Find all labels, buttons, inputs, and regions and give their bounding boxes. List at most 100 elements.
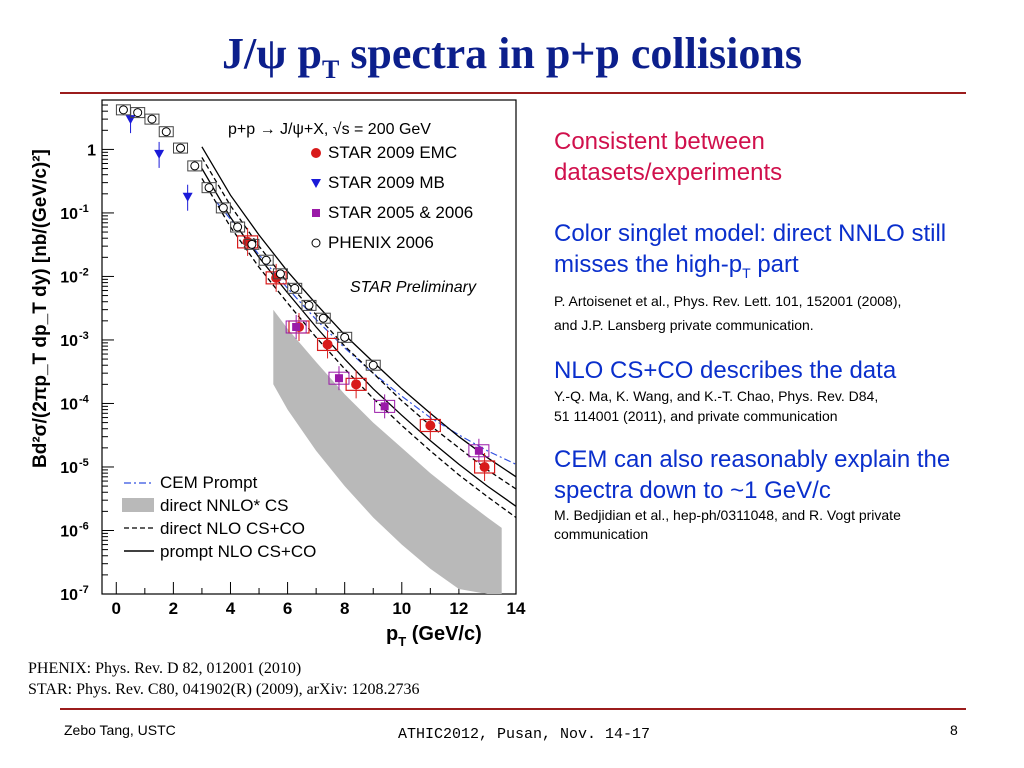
star-mb-point — [154, 149, 165, 159]
phenix-point — [233, 222, 243, 232]
x-tick-label: 2 — [169, 599, 178, 618]
x-tick-label: 14 — [507, 599, 526, 618]
legend-entry: PHENIX 2006 — [328, 233, 434, 252]
phenix-syst-box — [215, 202, 231, 214]
star-emc-point — [322, 339, 333, 350]
star-0506-syst-box — [468, 444, 490, 458]
phenix-point — [133, 108, 143, 118]
legend-direct-nlo: direct NLO CS+CO — [160, 519, 305, 538]
y-tick-exponent: -5 — [79, 457, 89, 469]
slide-title: J/ψ pT spectra in p+p collisions — [222, 29, 802, 84]
y-tick-label: 10 — [60, 269, 78, 286]
phenix-point — [368, 360, 378, 370]
note-consistent: Consistent between datasets/experiments — [554, 128, 783, 186]
phenix-syst-box — [201, 182, 217, 194]
phenix-point — [161, 127, 171, 137]
y-tick-exponent: -3 — [79, 330, 89, 342]
legend-prompt-nlo: prompt NLO CS+CO — [160, 542, 316, 561]
y-tick-exponent: -6 — [79, 520, 89, 532]
phenix-syst-box — [272, 268, 288, 280]
legend-marker-star-emc — [311, 148, 321, 158]
note-color-singlet-ref: P. Artoisenet et al., Phys. Rev. Lett. 1… — [554, 292, 902, 333]
y-tick-label: 1 — [87, 142, 96, 159]
phenix-syst-box — [244, 238, 260, 250]
star-emc-point — [425, 420, 436, 431]
x-tick-label: 0 — [112, 599, 121, 618]
x-tick-label: 12 — [449, 599, 468, 618]
star-0506-point — [380, 402, 389, 411]
jpsi-spectra-chart: 0 2 4 6 8 10 12 14110-110-210-310-410-510-610-7… — [30, 99, 526, 649]
y-axis-label: Bd²σ/(2πp_T dp_T dy) [nb/(GeV/c)²] — [30, 149, 51, 468]
x-tick-label: 6 — [283, 599, 292, 618]
phenix-syst-box — [130, 107, 146, 119]
legend-swatch-nnlo — [122, 498, 154, 512]
process-label: p+p → J/ψ+X, √s = 200 GeV — [228, 121, 431, 138]
phenix-point — [218, 203, 228, 213]
phenix-point — [340, 332, 350, 342]
data-references: PHENIX: Phys. Rev. D 82, 012001 (2010) S… — [28, 658, 419, 700]
star-emc-syst-box — [316, 337, 339, 352]
phenix-point — [190, 161, 200, 171]
star-emc-syst-box — [237, 235, 259, 249]
star-preliminary-label: STAR Preliminary — [350, 279, 477, 296]
phenix-point — [290, 283, 300, 293]
phenix-point — [147, 114, 157, 124]
footer-divider — [60, 708, 966, 710]
y-tick-label: 10 — [60, 396, 78, 413]
reference-phenix: PHENIX: Phys. Rev. D 82, 012001 (2010) — [28, 660, 302, 677]
phenix-syst-box — [315, 312, 331, 324]
phenix-syst-box — [144, 113, 160, 125]
phenix-point — [261, 255, 271, 265]
star-0506-point — [292, 322, 301, 331]
phenix-syst-box — [365, 359, 381, 371]
phenix-point — [176, 143, 186, 153]
x-tick-label: 10 — [392, 599, 411, 618]
x-tick-label: 8 — [340, 599, 349, 618]
y-tick-label: 10 — [60, 587, 78, 604]
title-divider — [60, 92, 966, 94]
legend-marker-star-mb — [311, 179, 321, 188]
legend-entry: STAR 2009 MB — [328, 173, 445, 192]
phenix-syst-box — [301, 299, 317, 311]
star-0506-syst-box — [328, 371, 350, 385]
legend-cem: CEM Prompt — [160, 473, 258, 492]
star-emc-syst-box — [419, 418, 441, 433]
star-0506-point — [334, 374, 343, 383]
nnlo-cs-band — [273, 309, 502, 594]
phenix-point — [318, 313, 328, 323]
cem-prompt-curve — [215, 201, 517, 465]
note-nlo: NLO CS+CO describes the data — [554, 356, 897, 384]
y-tick-exponent: -1 — [79, 203, 89, 215]
note-color-singlet: Color singlet model: direct NNLO still m… — [554, 220, 947, 281]
note-nlo-ref: Y.-Q. Ma, K. Wang, and K.-T. Chao, Phys.… — [554, 387, 879, 424]
star-0506-syst-box — [285, 320, 307, 334]
page-number: 8 — [950, 722, 958, 738]
note-cem: CEM can also reasonably explain the spec… — [554, 445, 951, 504]
phenix-syst-box — [230, 221, 246, 233]
phenix-point — [118, 105, 128, 115]
y-tick-label: 10 — [60, 206, 78, 223]
star-emc-syst-box — [265, 271, 287, 285]
legend-marker-phenix — [311, 238, 321, 248]
notes-panel: Consistent between datasets/experiments … — [554, 126, 994, 562]
prompt-nlo-curve — [201, 146, 517, 478]
phenix-syst-box — [173, 142, 189, 154]
phenix-syst-box — [337, 331, 353, 343]
phenix-point — [275, 269, 285, 279]
phenix-point — [304, 300, 314, 310]
legend-marker-star-0506 — [312, 209, 320, 217]
legend-entry: STAR 2009 EMC — [328, 143, 457, 162]
note-cem-ref: M. Bedjidian et al., hep-ph/0311048, and… — [554, 506, 901, 542]
prompt-nlo-curve — [201, 168, 517, 507]
phenix-syst-box — [258, 254, 274, 266]
star-emc-syst-box — [473, 460, 496, 474]
reference-star: STAR: Phys. Rev. C80, 041902(R) (2009), … — [28, 681, 420, 698]
y-tick-label: 10 — [60, 460, 78, 477]
x-tick-label: 4 — [226, 599, 236, 618]
y-tick-exponent: -4 — [79, 393, 90, 405]
phenix-syst-box — [287, 282, 303, 294]
phenix-syst-box — [187, 160, 203, 172]
star-mb-point — [182, 192, 193, 202]
footer-author: Zebo Tang, USTC — [64, 722, 176, 738]
star-0506-syst-box — [374, 399, 396, 413]
